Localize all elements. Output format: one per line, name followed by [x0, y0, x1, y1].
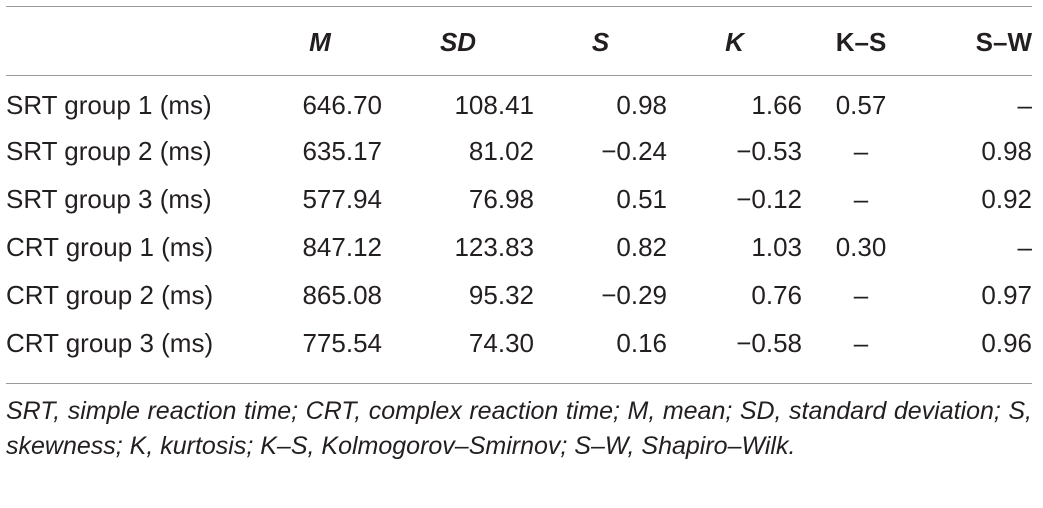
- cell-s: 0.82: [616, 231, 667, 262]
- cell-sd: 108.41: [454, 89, 534, 120]
- cell-m: 635.17: [302, 135, 382, 166]
- row-label: CRT group 2 (ms): [6, 279, 214, 310]
- cell-ks: –: [853, 135, 869, 166]
- table-top-rule: [6, 6, 1032, 7]
- cell-k: 1.66: [751, 89, 802, 120]
- column-header-ks: K–S: [835, 27, 887, 57]
- cell-m: 775.54: [302, 327, 382, 358]
- cell-sw: 0.96: [981, 327, 1032, 358]
- column-header-k: K: [725, 27, 744, 57]
- cell-sw: –: [1017, 89, 1032, 120]
- cell-ks: –: [853, 327, 869, 358]
- cell-s: 0.51: [616, 183, 667, 214]
- cell-s: 0.16: [616, 327, 667, 358]
- table-row: SRT group 2 (ms) 635.17 81.02 −0.24 −0.5…: [6, 127, 1032, 175]
- row-label: SRT group 1 (ms): [6, 89, 212, 120]
- cell-k: −0.53: [736, 135, 802, 166]
- table-header-rule: [6, 75, 1032, 76]
- cell-m: 577.94: [302, 183, 382, 214]
- table-row: CRT group 3 (ms) 775.54 74.30 0.16 −0.58…: [6, 319, 1032, 367]
- row-label: SRT group 3 (ms): [6, 183, 212, 214]
- cell-k: −0.12: [736, 183, 802, 214]
- table-footnote: SRT, simple reaction time; CRT, complex …: [6, 397, 1032, 460]
- column-header-s: S: [591, 27, 610, 57]
- cell-sw: 0.97: [981, 279, 1032, 310]
- cell-s: −0.24: [601, 135, 667, 166]
- cell-m: 865.08: [302, 279, 382, 310]
- cell-k: −0.58: [736, 327, 802, 358]
- table-row: CRT group 1 (ms) 847.12 123.83 0.82 1.03…: [6, 223, 1032, 271]
- column-header-sw: S–W: [975, 27, 1032, 57]
- cell-sd: 74.30: [468, 327, 534, 358]
- table-row: CRT group 2 (ms) 865.08 95.32 −0.29 0.76…: [6, 271, 1032, 319]
- cell-m: 646.70: [302, 89, 382, 120]
- cell-sw: –: [1017, 231, 1032, 262]
- cell-ks: 0.57: [835, 89, 887, 120]
- cell-s: 0.98: [616, 89, 667, 120]
- table-bottom-rule: [6, 383, 1032, 384]
- cell-sw: 0.92: [981, 183, 1032, 214]
- cell-sd: 81.02: [468, 135, 534, 166]
- table-row: SRT group 3 (ms) 577.94 76.98 0.51 −0.12…: [6, 175, 1032, 223]
- table-row: SRT group 1 (ms) 646.70 108.41 0.98 1.66…: [6, 79, 1032, 127]
- column-header-sd: SD: [439, 27, 477, 57]
- cell-sd: 76.98: [468, 183, 534, 214]
- row-label: CRT group 3 (ms): [6, 327, 214, 358]
- cell-ks: 0.30: [835, 231, 887, 262]
- cell-s: −0.29: [601, 279, 667, 310]
- column-header-label: [6, 0, 258, 79]
- cell-k: 0.76: [751, 279, 802, 310]
- cell-sw: 0.98: [981, 135, 1032, 166]
- row-label: SRT group 2 (ms): [6, 135, 212, 166]
- descriptive-statistics-table: M SD S K K–S S–W SRT group 1 (ms) 646.70…: [6, 0, 1032, 367]
- cell-ks: –: [853, 279, 869, 310]
- cell-k: 1.03: [751, 231, 802, 262]
- row-label: CRT group 1 (ms): [6, 231, 214, 262]
- column-header-m: M: [309, 27, 331, 57]
- cell-sd: 123.83: [454, 231, 534, 262]
- cell-m: 847.12: [302, 231, 382, 262]
- cell-sd: 95.32: [468, 279, 534, 310]
- cell-ks: –: [853, 183, 869, 214]
- table-header-row: M SD S K K–S S–W: [6, 0, 1032, 79]
